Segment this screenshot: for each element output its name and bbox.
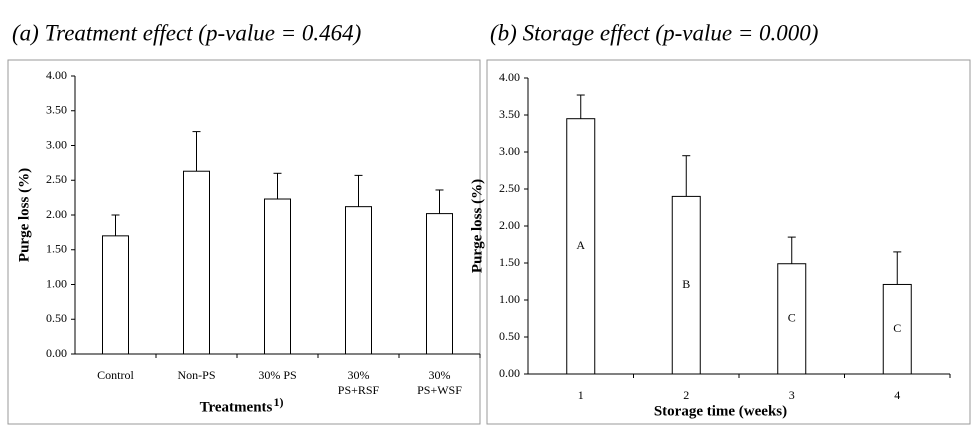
bar xyxy=(777,263,807,375)
x-tick-label: 4 xyxy=(894,388,900,402)
panel-frame xyxy=(486,59,971,425)
y-tick-label: 0.00 xyxy=(499,366,520,380)
y-tick-label: 0.50 xyxy=(499,329,520,343)
x-tick-label: 30% PS+WSF xyxy=(417,368,462,397)
x-tick-label: 30% PS xyxy=(258,368,296,382)
x-tick-label: 2 xyxy=(683,388,689,402)
bar xyxy=(566,118,596,375)
x-tick-label: 1 xyxy=(578,388,584,402)
bar xyxy=(882,283,912,375)
chart-title: (a) Treatment effect (p-value = 0.464) xyxy=(12,20,361,45)
bar xyxy=(345,206,372,355)
bar xyxy=(183,170,210,355)
y-tick-label: 1.50 xyxy=(46,242,67,256)
bar-letter: B xyxy=(682,277,690,291)
y-tick-label: 4.00 xyxy=(499,70,520,84)
x-axis-label: Treatments xyxy=(200,399,273,415)
y-tick-label: 2.50 xyxy=(499,181,520,195)
y-axis-label: Purge loss (%) xyxy=(16,168,32,262)
y-tick-label: 3.50 xyxy=(499,107,520,121)
bar-letter: A xyxy=(576,238,585,252)
y-tick-label: 3.00 xyxy=(499,144,520,158)
y-tick-label: 0.00 xyxy=(46,346,67,360)
x-tick-label-line: PS+RSF xyxy=(338,383,380,397)
x-tick-label: 3 xyxy=(789,388,795,402)
x-tick-label: Non-PS xyxy=(177,368,215,382)
x-tick-label-line: 30% xyxy=(348,368,370,382)
x-tick-label: Control xyxy=(97,368,134,382)
y-tick-label: 3.00 xyxy=(46,137,67,151)
y-tick-label: 1.00 xyxy=(499,292,520,306)
y-tick-label: 2.00 xyxy=(499,218,520,232)
y-tick-label: 0.50 xyxy=(46,311,67,325)
y-tick-label: 4.00 xyxy=(46,68,67,82)
y-tick-label: 1.00 xyxy=(46,276,67,290)
y-tick-label: 3.50 xyxy=(46,103,67,117)
x-tick-label-line: 30% xyxy=(429,368,451,382)
x-axis-label-note: 1) xyxy=(274,395,284,409)
bar xyxy=(102,235,129,355)
y-axis-label: Purge loss (%) xyxy=(469,179,485,273)
x-tick-label: 30% PS+RSF xyxy=(338,368,380,397)
y-tick-label: 2.00 xyxy=(46,207,67,221)
y-tick-label: 2.50 xyxy=(46,172,67,186)
x-tick-label-line: PS+WSF xyxy=(417,383,462,397)
bar xyxy=(426,213,453,355)
bar xyxy=(264,198,291,355)
x-axis-label: Storage time (weeks) xyxy=(654,403,787,419)
panel-frame xyxy=(7,59,481,425)
y-tick-label: 1.50 xyxy=(499,255,520,269)
bar-letter: C xyxy=(893,321,901,335)
bar-letter: C xyxy=(788,311,796,325)
chart-title: (b) Storage effect (p-value = 0.000) xyxy=(490,20,818,45)
